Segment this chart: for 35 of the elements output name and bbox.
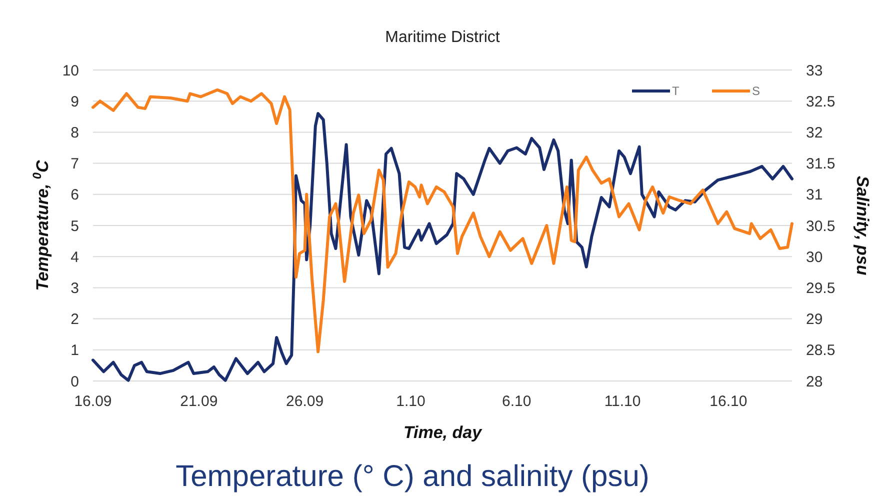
y2-tick-label: 31.5 xyxy=(806,156,836,173)
y2-tick-label: 29.5 xyxy=(806,280,836,297)
y2-tick-label: 29 xyxy=(806,311,823,328)
y-tick-label: 1 xyxy=(70,342,79,360)
y-tick-label: 4 xyxy=(70,248,79,266)
legend-label: S xyxy=(752,84,760,98)
x-tick-label: 26.09 xyxy=(286,393,324,410)
y2-tick-label: 33 xyxy=(806,62,823,80)
y2-axis-title: Salinity, psu xyxy=(853,176,872,276)
x-tick-label: 11.10 xyxy=(604,393,641,410)
y-tick-label: 2 xyxy=(70,311,79,328)
y2-tick-label: 32.5 xyxy=(806,93,836,110)
y-tick-label: 6 xyxy=(70,186,79,204)
x-tick-label: 1.10 xyxy=(396,393,426,410)
x-tick-label: 6.10 xyxy=(502,393,532,410)
y-tick-label: 3 xyxy=(70,280,79,297)
y-tick-label: 0 xyxy=(70,373,79,390)
y2-tick-label: 30 xyxy=(806,248,823,266)
y2-tick-label: 31 xyxy=(806,186,823,204)
x-axis-title: Time, day xyxy=(403,423,484,442)
y2-tick-label: 32 xyxy=(806,124,823,142)
y-tick-label: 9 xyxy=(70,93,79,110)
y-tick-label: 7 xyxy=(70,156,79,173)
text: Temperature (° C) and salinity (psu) xyxy=(176,460,650,493)
y2-tick-label: 28.5 xyxy=(806,342,836,360)
y2-tick-label: 28 xyxy=(806,373,823,390)
x-tick-label: 21.09 xyxy=(180,393,218,410)
chart-title: Maritime District xyxy=(385,29,500,46)
y-tick-label: 5 xyxy=(70,218,79,235)
legend-label: T xyxy=(672,84,680,98)
x-tick-label: 16.09 xyxy=(74,393,112,410)
y2-tick-label: 30.5 xyxy=(806,218,836,235)
y-tick-label: 8 xyxy=(70,124,79,142)
y-tick-label: 10 xyxy=(62,62,79,80)
x-tick-label: 16.10 xyxy=(710,393,748,410)
